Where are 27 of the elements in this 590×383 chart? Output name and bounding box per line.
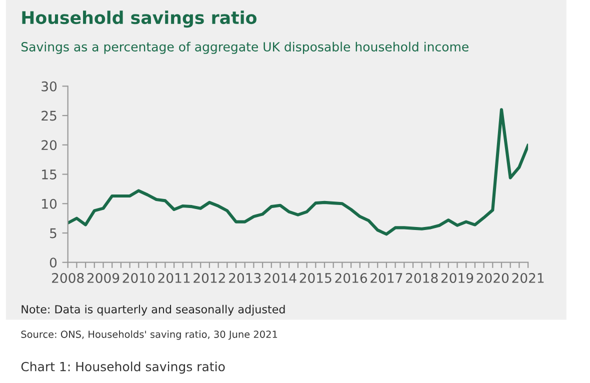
x-tick-label: 2019 [441, 273, 474, 283]
x-tick-label: 2017 [370, 273, 402, 283]
x-tick-label: 2012 [194, 273, 225, 283]
text: Note: Data is quarterly and seasonally adjusted [22, 304, 285, 316]
x-tick-label: 2018 [406, 273, 438, 283]
source-note: Source: ONS, Households' saving ratio, 30 June 2021 [21, 330, 278, 340]
y-tick-label: 15 [42, 170, 56, 180]
x-tick-label: 2020 [476, 273, 509, 283]
y-tick-label: 0 [50, 258, 57, 268]
x-tick-label: 2010 [122, 273, 155, 283]
y-tick-label: 10 [42, 198, 57, 209]
x-tick-label: 2008 [52, 273, 84, 283]
y-tick-label: 5 [50, 228, 56, 238]
x-tick-label: 2013 [229, 273, 261, 283]
chart-subtitle: Savings as a percentage of aggregate UK disposable household income [21, 42, 468, 54]
x-tick-label: 2016 [335, 273, 368, 283]
y-tick-label: 20 [42, 140, 57, 150]
x-tick-label: 2009 [87, 273, 120, 283]
y-tick-label: 30 [42, 81, 57, 92]
y-tick-label: 25 [42, 110, 56, 121]
line-series [68, 108, 528, 236]
x-tick-label: 2011 [158, 273, 190, 283]
x-tick-label: 2014 [264, 273, 296, 283]
x-tick-label: 2015 [300, 273, 332, 283]
chart-title: Household savings ratio [22, 10, 256, 28]
x-tick-label: 2021 [512, 273, 544, 283]
caption: Chart 1: Household savings ratio [21, 362, 225, 374]
